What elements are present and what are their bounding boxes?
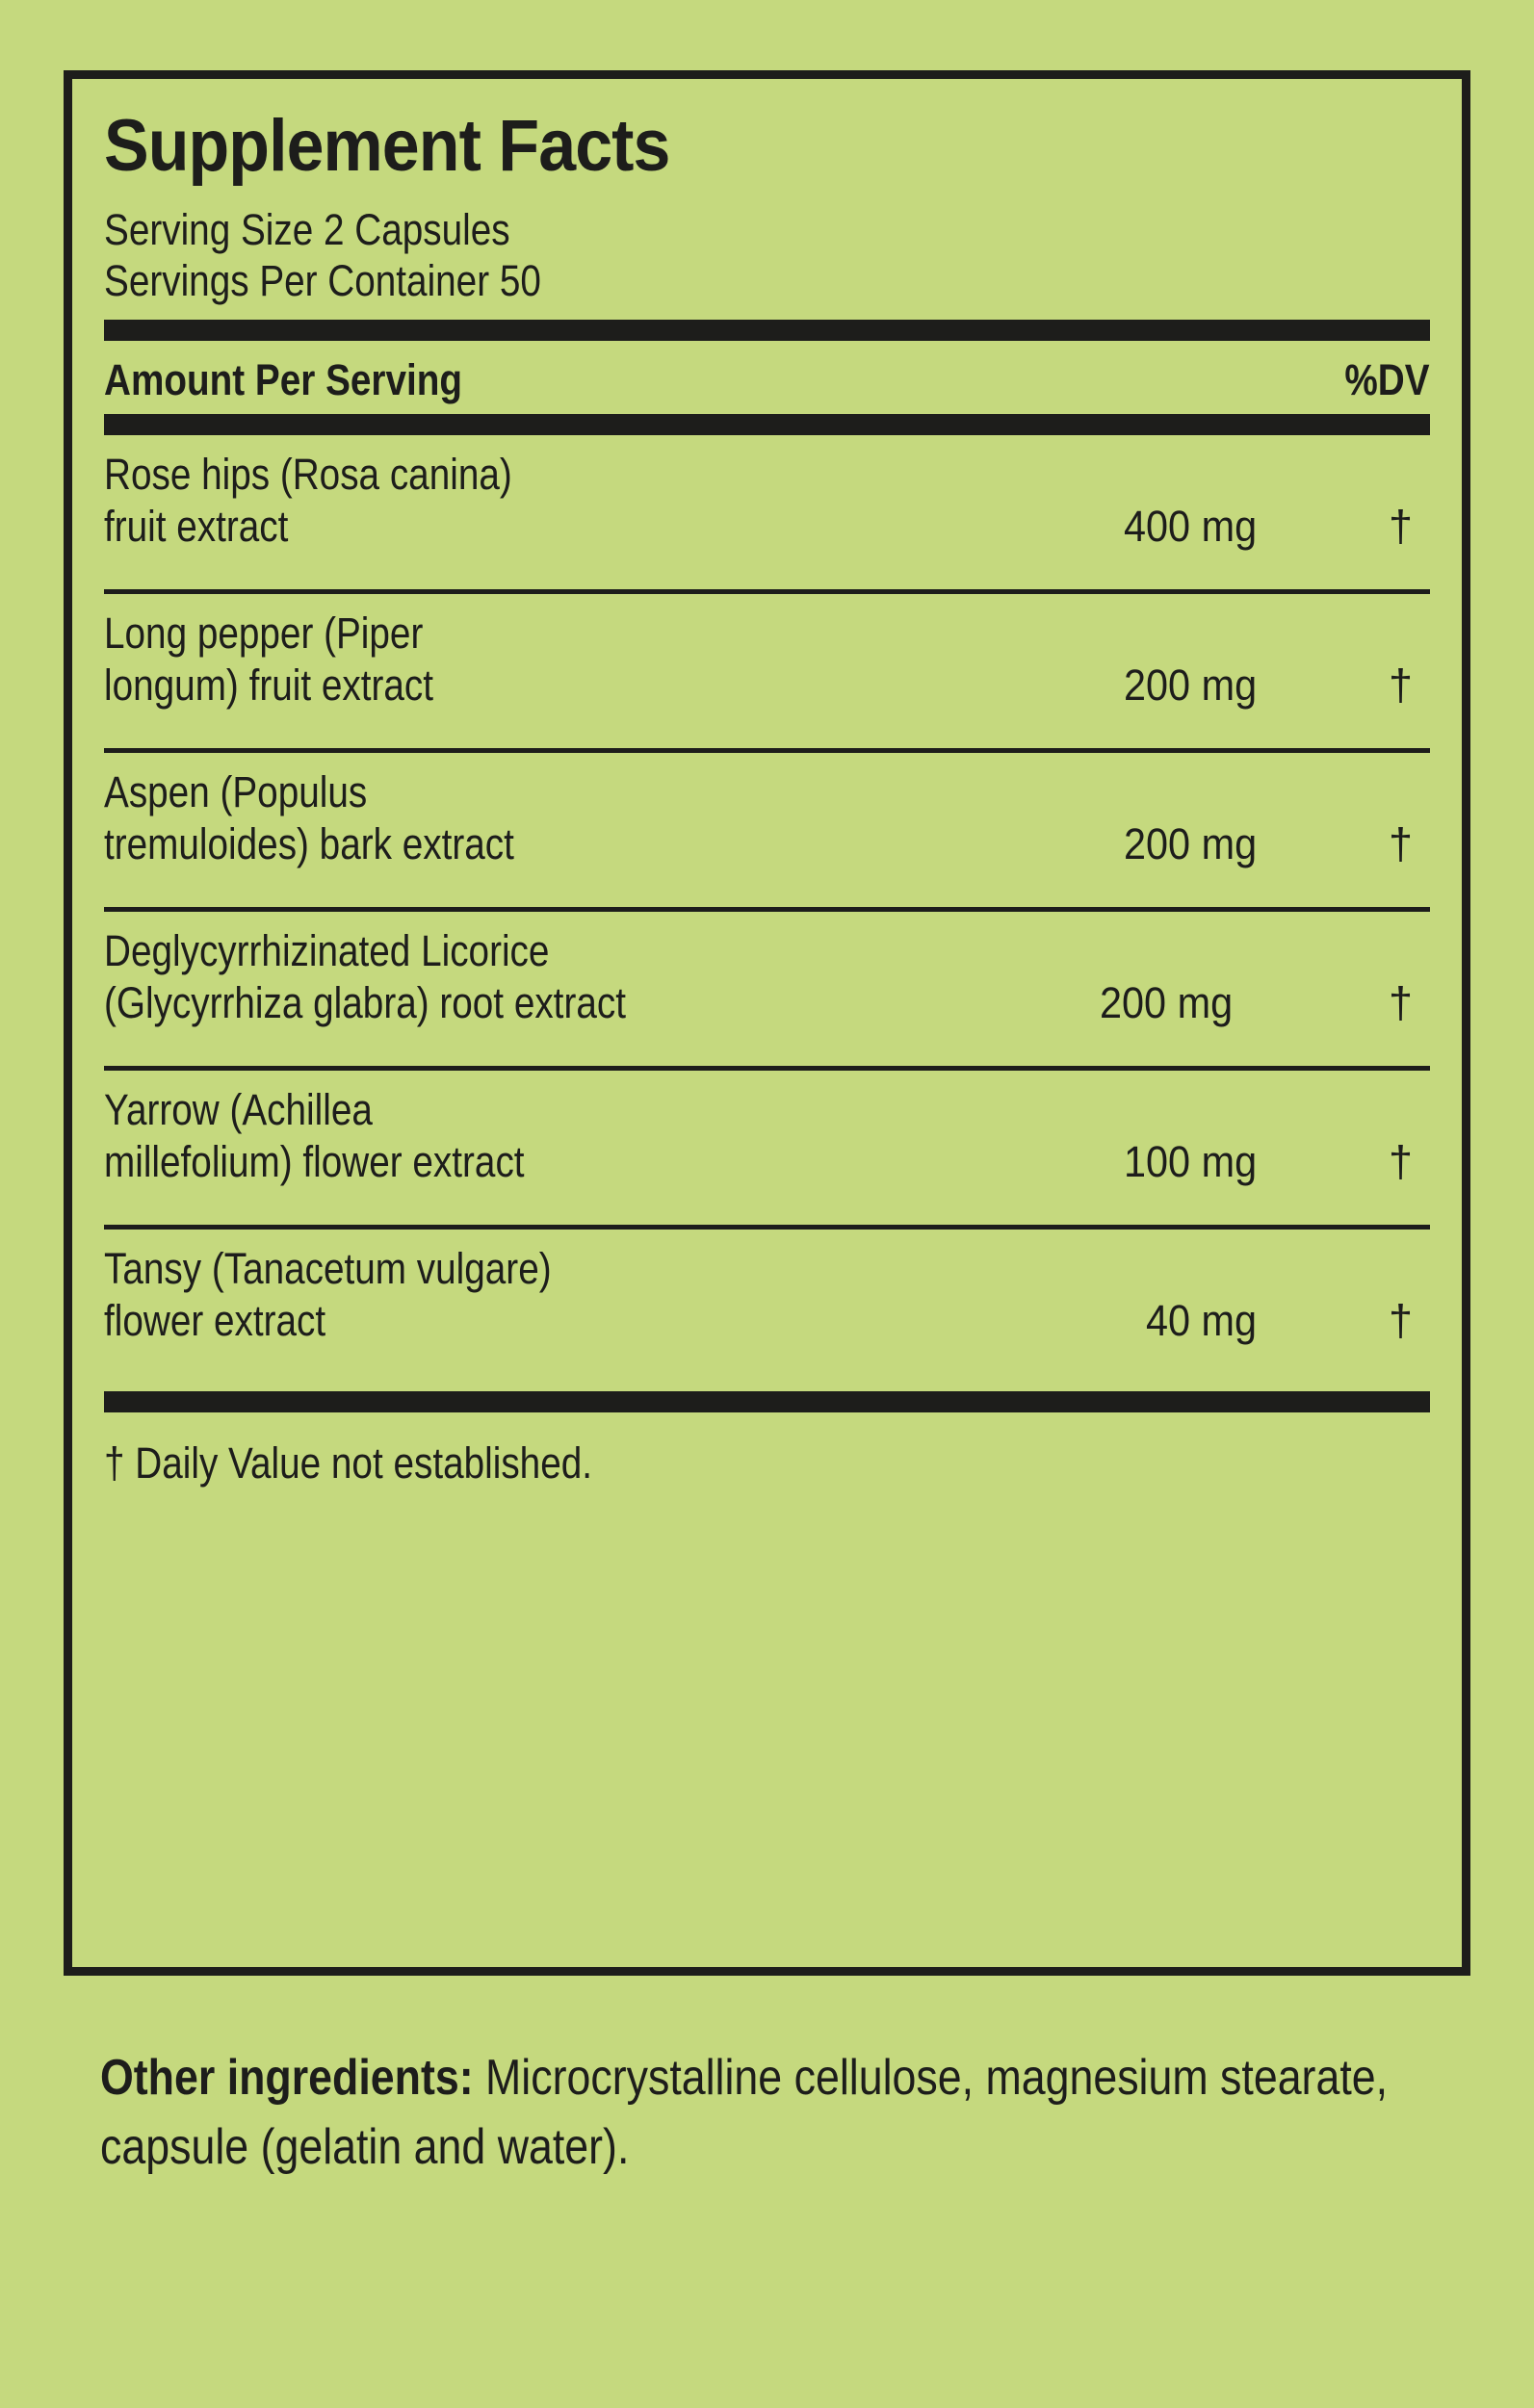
other-ingredients-label: Other ingredients:: [100, 2050, 474, 2106]
amount-per-serving-label: Amount Per Serving: [104, 355, 463, 404]
ingredient-amount: 200 mg: [1123, 660, 1257, 710]
row-divider: [104, 907, 1430, 912]
servings-per-container-text: Servings Per Container 50: [104, 256, 541, 305]
percent-dv-label: %DV: [1344, 355, 1430, 404]
ingredient-name: Long pepper (Piper longum) fruit extract: [104, 608, 433, 710]
table-row: Yarrow (Achillea millefolium) flower ext…: [104, 1071, 1430, 1225]
ingredient-dv: †: [1388, 660, 1413, 710]
table-row: Aspen (Populus tremuloides) bark extract…: [104, 753, 1430, 907]
row-divider: [104, 1225, 1430, 1230]
ingredient-dv: †: [1388, 1137, 1413, 1186]
ingredient-name: Deglycyrrhizinated Licorice (Glycyrrhiza…: [104, 926, 626, 1027]
spacer: [104, 306, 1430, 320]
other-ingredients-section: Other ingredients: Microcrystalline cell…: [100, 2043, 1487, 2182]
table-row: Rose hips (Rosa canina) fruit extract 40…: [104, 435, 1430, 589]
table-row: Deglycyrrhizinated Licorice (Glycyrrhiza…: [104, 912, 1430, 1066]
other-ingredients-text: Other ingredients: Microcrystalline cell…: [100, 2043, 1475, 2182]
other-ingredients-list: Microcrystalline cellulose, magnesium st…: [100, 2050, 1389, 2175]
ingredient-amount: 200 mg: [1099, 978, 1233, 1027]
daily-value-footnote: † Daily Value not established.: [104, 1438, 592, 1488]
table-row: Long pepper (Piper longum) fruit extract…: [104, 594, 1430, 748]
spacer: [104, 1384, 1430, 1391]
ingredient-amount: 200 mg: [1123, 819, 1257, 868]
supplement-facts-panel: Supplement Facts Serving Size 2 Capsules…: [64, 70, 1470, 1976]
table-row: Tansy (Tanacetum vulgare) flower extract…: [104, 1230, 1430, 1384]
ingredient-dv: †: [1388, 1296, 1413, 1345]
ingredient-amount: 400 mg: [1123, 502, 1257, 551]
ingredient-dv: †: [1388, 502, 1413, 551]
row-divider: [104, 589, 1430, 594]
serving-size-text: Serving Size 2 Capsules: [104, 205, 510, 254]
ingredient-dv: †: [1388, 819, 1413, 868]
divider-bar-bottom: [104, 1391, 1430, 1412]
ingredient-name: Rose hips (Rosa canina) fruit extract: [104, 450, 512, 551]
divider-bar-top: [104, 320, 1430, 341]
ingredient-amount: 100 mg: [1123, 1137, 1257, 1186]
ingredient-name: Tansy (Tanacetum vulgare) flower extract: [104, 1244, 552, 1345]
ingredient-amount: 40 mg: [1145, 1296, 1257, 1345]
row-divider: [104, 748, 1430, 753]
supplement-facts-content: Supplement Facts Serving Size 2 Capsules…: [104, 79, 1430, 1489]
divider-bar-header: [104, 414, 1430, 435]
amount-per-serving-header-row: Amount Per Serving %DV: [104, 341, 1430, 414]
row-divider: [104, 1066, 1430, 1071]
ingredient-name: Yarrow (Achillea millefolium) flower ext…: [104, 1085, 525, 1186]
ingredient-name: Aspen (Populus tremuloides) bark extract: [104, 767, 514, 868]
page-title: Supplement Facts: [104, 105, 670, 187]
serving-info: Serving Size 2 Capsules Servings Per Con…: [104, 204, 1430, 306]
ingredient-dv: †: [1388, 978, 1413, 1027]
